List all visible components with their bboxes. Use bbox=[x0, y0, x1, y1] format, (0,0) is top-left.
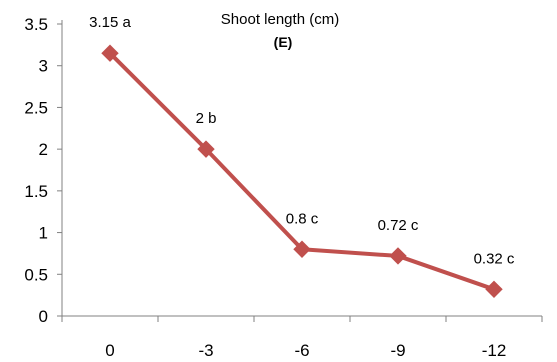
data-point-marker bbox=[293, 240, 311, 258]
data-label: 0.8 c bbox=[286, 210, 319, 227]
data-point-marker bbox=[485, 280, 503, 299]
data-label: 0.72 c bbox=[378, 217, 419, 234]
x-axis-ticks: 0 -3 -6 -9 -12 bbox=[61, 316, 543, 360]
data-point-marker bbox=[101, 44, 119, 62]
y-tick-label: 1 bbox=[39, 224, 48, 243]
data-point-marker bbox=[389, 247, 407, 265]
data-point-marker bbox=[197, 140, 215, 158]
x-tick-label: -9 bbox=[390, 341, 405, 360]
y-tick-label: 1.5 bbox=[24, 182, 48, 201]
data-label: 3.15 a bbox=[89, 14, 131, 31]
chart-subtitle: (E) bbox=[274, 34, 293, 50]
data-labels: 3.15 a 2 b 0.8 c 0.72 c 0.32 c bbox=[89, 14, 515, 267]
y-tick-label: 3 bbox=[39, 57, 48, 76]
y-tick-label: 0 bbox=[39, 307, 48, 326]
y-tick-label: 3.5 bbox=[24, 15, 48, 34]
chart-title: Shoot length (cm) bbox=[221, 11, 339, 28]
data-label: 2 b bbox=[196, 110, 217, 127]
y-tick-label: 2.5 bbox=[24, 98, 48, 117]
x-tick-label: -3 bbox=[198, 341, 213, 360]
x-tick-label: 0 bbox=[105, 341, 114, 360]
y-axis-ticks: 0 0.5 1 1.5 2 2.5 3 3.5 bbox=[24, 15, 62, 326]
series-markers bbox=[101, 44, 503, 299]
x-tick-label: -6 bbox=[294, 341, 309, 360]
y-tick-label: 2 bbox=[39, 140, 48, 159]
x-tick-label: -12 bbox=[482, 341, 507, 360]
y-tick-label: 0.5 bbox=[24, 265, 48, 284]
data-label: 0.32 c bbox=[474, 250, 515, 267]
